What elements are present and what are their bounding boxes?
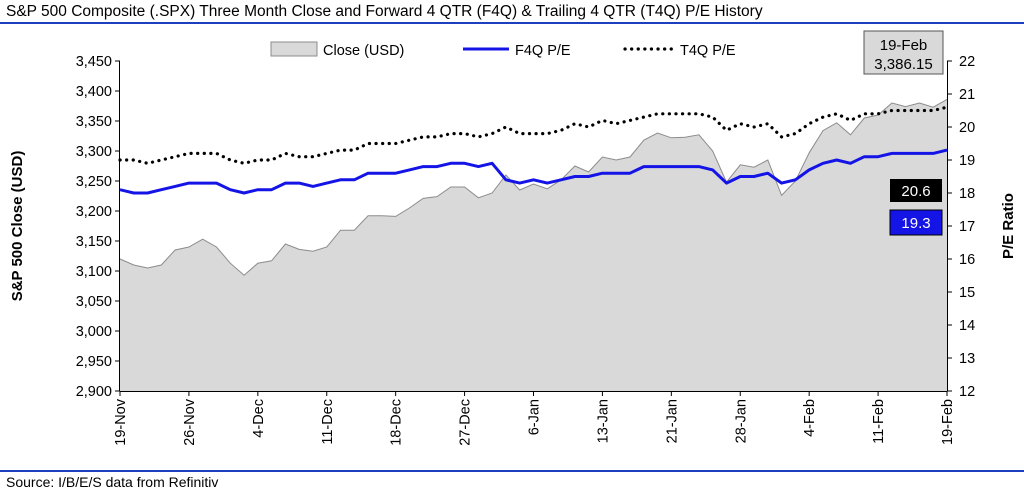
y2-tick-label: 15 bbox=[959, 285, 975, 301]
legend-t4q-label: T4Q P/E bbox=[680, 43, 736, 59]
y-tick-label: 3,100 bbox=[76, 264, 112, 280]
y-tick-label: 3,250 bbox=[76, 174, 112, 190]
x-tick-label: 19-Nov bbox=[113, 398, 129, 445]
chart: 2,900 2,950 3,000 3,050 3,100 3,150 3,200 3,250… bbox=[9, 30, 1017, 446]
x-tick-label: 4-Feb bbox=[802, 399, 818, 437]
y2-tick-label: 17 bbox=[959, 219, 975, 235]
y2-tick-label: 12 bbox=[959, 384, 975, 400]
y2-tick-label: 14 bbox=[959, 318, 975, 334]
source-note: Source: I/B/E/S data from Refinitiv bbox=[6, 474, 219, 490]
y-tick-label: 2,900 bbox=[76, 384, 112, 400]
y-tick-label: 3,000 bbox=[76, 324, 112, 340]
y2-tick-label: 22 bbox=[959, 54, 975, 70]
x-tick-label: 11-Dec bbox=[320, 399, 336, 445]
x-tick-label: 4-Dec bbox=[251, 399, 267, 438]
x-tick-label: 18-Dec bbox=[389, 399, 405, 446]
y2-tick-label: 21 bbox=[959, 87, 975, 103]
t4q-value-label: 20.6 bbox=[901, 183, 930, 200]
top-divider bbox=[0, 22, 1024, 24]
f4q-value-label: 19.3 bbox=[901, 215, 930, 232]
y-tick-label: 2,950 bbox=[76, 354, 112, 370]
legend-f4q-label: F4Q P/E bbox=[515, 43, 571, 59]
legend-close-label: Close (USD) bbox=[323, 43, 404, 59]
y-tick-label: 3,050 bbox=[76, 294, 112, 310]
y-tick-label: 3,450 bbox=[76, 54, 112, 70]
x-tick-label: 26-Nov bbox=[182, 398, 198, 445]
labels-layer: Close (USD) F4Q P/E T4Q P/E 19-Feb 3,386.15 2… bbox=[270, 30, 944, 236]
f4q-line bbox=[119, 148, 948, 195]
y-tick-label: 3,200 bbox=[76, 204, 112, 220]
y-tick-label: 3,350 bbox=[76, 114, 112, 130]
y-tick-label: 3,150 bbox=[76, 234, 112, 250]
latest-date-label: 19-Feb bbox=[880, 37, 928, 54]
latest-value-box bbox=[863, 30, 944, 75]
y2-tick-label: 18 bbox=[959, 186, 975, 202]
y2-axis-title: P/E Ratio bbox=[1000, 193, 1017, 259]
x-tick-label: 19-Feb bbox=[940, 399, 956, 445]
y2-tick-label: 20 bbox=[959, 120, 975, 136]
axes-layer: 2,900 2,950 3,000 3,050 3,100 3,150 3,200 3,250… bbox=[9, 54, 1017, 446]
y2-tick-label: 13 bbox=[959, 351, 975, 367]
x-tick-label: 21-Jan bbox=[664, 399, 680, 443]
legend-close-swatch bbox=[270, 41, 318, 57]
close-area-layer bbox=[119, 98, 948, 392]
f4q-value-box bbox=[889, 209, 943, 236]
latest-close-label: 3,386.15 bbox=[874, 56, 932, 73]
bottom-divider bbox=[0, 470, 1024, 472]
y-axis-title: S&P 500 Close (USD) bbox=[9, 151, 26, 302]
y-tick-label: 3,400 bbox=[76, 84, 112, 100]
y2-tick-label: 19 bbox=[959, 153, 975, 169]
x-tick-label: 13-Jan bbox=[595, 399, 611, 443]
x-tick-label: 27-Dec bbox=[458, 399, 474, 446]
t4q-value-box bbox=[890, 179, 942, 202]
x-tick-label: 28-Jan bbox=[733, 399, 749, 443]
y-tick-label: 3,300 bbox=[76, 144, 112, 160]
pe-lines-layer bbox=[118, 105, 949, 195]
close-area bbox=[120, 99, 947, 392]
x-tick-label: 11-Feb bbox=[871, 399, 887, 444]
chart-title: S&P 500 Composite (.SPX) Three Month Clo… bbox=[6, 3, 763, 20]
close-area-outline bbox=[119, 98, 948, 276]
x-tick-label: 6-Jan bbox=[527, 399, 543, 435]
y2-tick-label: 16 bbox=[959, 252, 975, 268]
